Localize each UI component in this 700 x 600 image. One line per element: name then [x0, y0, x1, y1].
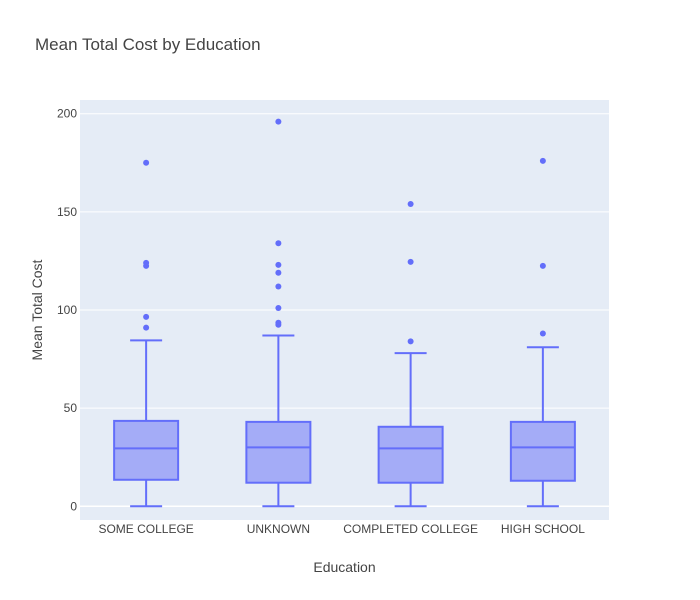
- iqr-box: [377, 425, 444, 484]
- iqr-box: [509, 420, 576, 482]
- outlier-point: [143, 262, 150, 269]
- outlier-point: [275, 283, 282, 290]
- outlier-point: [143, 324, 150, 331]
- outlier-point: [275, 305, 282, 312]
- outlier-point: [539, 262, 546, 269]
- x-axis-ticks: SOME COLLEGE UNKNOWN COMPLETED COLLEGE HIGH…: [98, 522, 585, 536]
- outlier-point: [275, 261, 282, 268]
- x-tick-label: UNKNOWN: [247, 522, 310, 536]
- y-tick-label: 100: [57, 303, 77, 317]
- outlier-point: [407, 338, 414, 345]
- y-tick-label: 50: [64, 401, 78, 415]
- y-axis-ticks: 0 50 100 150 200: [57, 107, 77, 514]
- box-completed-college: [377, 201, 444, 508]
- y-tick-label: 0: [70, 499, 77, 513]
- outlier-point: [407, 201, 414, 208]
- outlier-point: [407, 258, 414, 265]
- outlier-point: [275, 269, 282, 276]
- iqr-box: [245, 420, 312, 484]
- y-axis-title: Mean Total Cost: [29, 259, 45, 360]
- y-tick-label: 200: [57, 107, 77, 121]
- outlier-point: [539, 157, 546, 164]
- outlier-point: [275, 321, 282, 328]
- iqr-box: [113, 419, 180, 481]
- x-axis-title: Education: [313, 559, 375, 575]
- outlier-point: [539, 330, 546, 337]
- box-some-college: [113, 159, 180, 508]
- chart-title: Mean Total Cost by Education: [35, 35, 261, 54]
- grid-lines: [80, 113, 609, 508]
- box-high-school: [509, 157, 576, 508]
- y-tick-label: 150: [57, 205, 77, 219]
- box-unknown: [245, 118, 312, 508]
- x-tick-label: COMPLETED COLLEGE: [343, 522, 478, 536]
- outlier-point: [143, 313, 150, 320]
- x-tick-label: HIGH SCHOOL: [501, 522, 585, 536]
- outlier-point: [275, 240, 282, 247]
- outlier-point: [143, 159, 150, 166]
- outlier-point: [275, 118, 282, 125]
- x-tick-label: SOME COLLEGE: [98, 522, 193, 536]
- boxes: [113, 118, 576, 508]
